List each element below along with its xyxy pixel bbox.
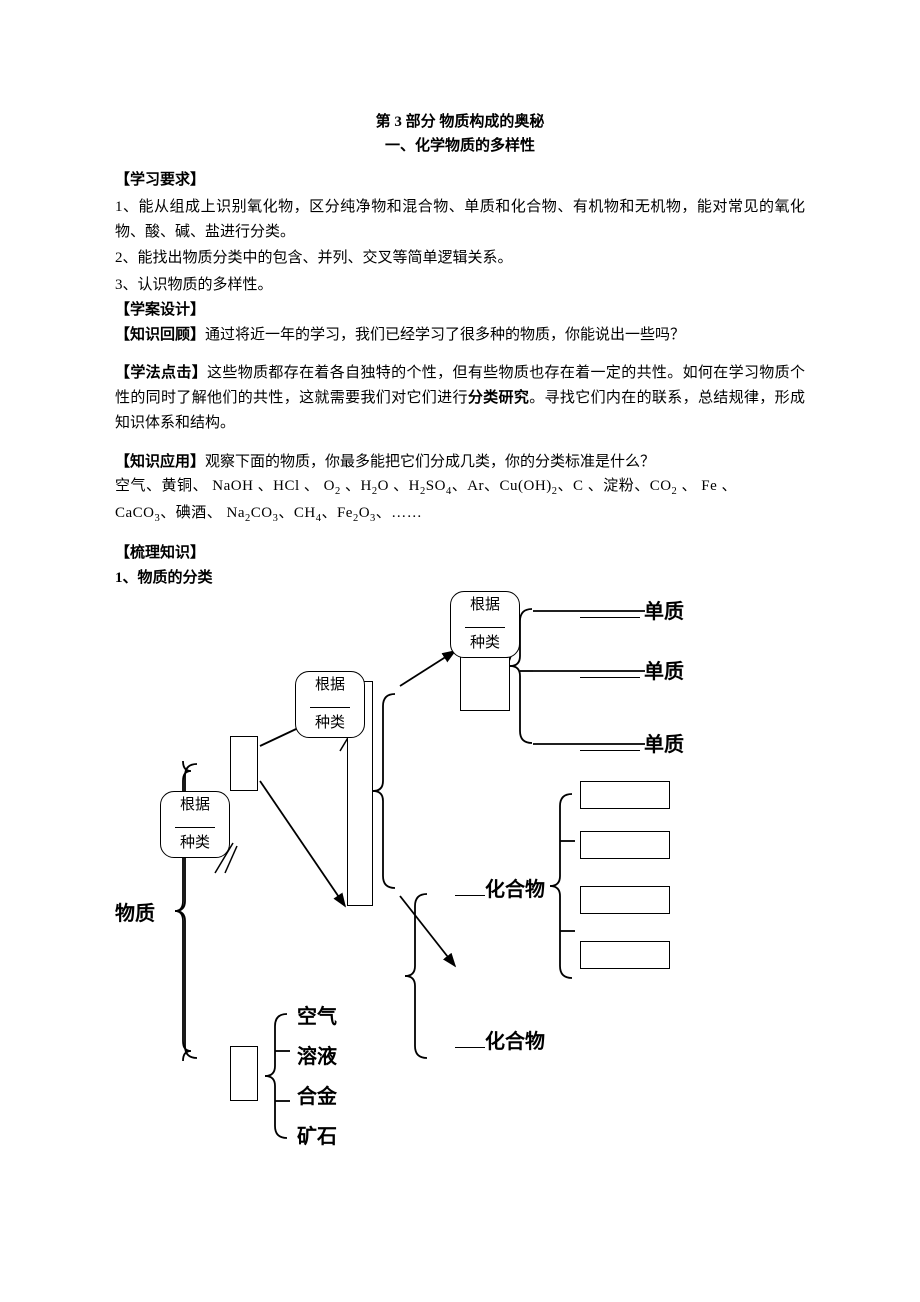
callout-1-zhonglei: 种类: [180, 835, 210, 851]
callout-1: 根据 种类: [160, 791, 230, 858]
apply-line: 【知识应用】观察下面的物质，你最多能把它们分成几类，你的分类标准是什么？: [115, 450, 805, 475]
compound-top-blank: 化合物: [455, 874, 545, 907]
compound-box-2: [580, 831, 670, 859]
review-label: 【知识回顾】: [115, 327, 205, 343]
design-label: 【学案设计】: [115, 298, 805, 323]
callout-2: 根据 种类: [295, 671, 365, 738]
review-line: 【知识回顾】通过将近一年的学习，我们已经学习了很多种的物质，你能说出一些吗？: [115, 323, 805, 348]
method-bold: 分类研究: [468, 390, 529, 406]
title-line-1: 第 3 部分 物质构成的奥秘: [115, 110, 805, 134]
compound-box-3: [580, 886, 670, 914]
callout-3-genju: 根据: [470, 597, 500, 613]
review-text: 通过将近一年的学习，我们已经学习了很多种的物质，你能说出一些吗？: [205, 327, 685, 343]
callout-3: 根据 种类: [450, 591, 520, 658]
danzi-3: 单质: [580, 729, 684, 762]
method-label: 【学法点击】: [115, 365, 207, 381]
study-req-1: 1、能从组成上识别氧化物，区分纯净物和混合物、单质和化合物、有机物和无机物，能对…: [115, 195, 805, 245]
danzi-1: 单质: [580, 596, 684, 629]
study-req-2: 2、能找出物质分类中的包含、并列、交叉等简单逻辑关系。: [115, 246, 805, 271]
mixture-2: 溶液: [297, 1041, 337, 1074]
compound-bottom-blank: 化合物: [455, 1026, 545, 1059]
rect-mixture: [230, 1046, 258, 1101]
callout-2-genju: 根据: [315, 677, 345, 693]
root-label: 物质: [115, 898, 155, 931]
classification-diagram: 物质 根据 种类 根据 种类 根据 种类 单质 单质 单质 化合物 化合物 空气…: [115, 596, 805, 1176]
study-requirements-label: 【学习要求】: [115, 168, 805, 193]
title-line-2: 一、化学物质的多样性: [115, 134, 805, 158]
mixture-3: 合金: [297, 1081, 337, 1114]
danzi-2: 单质: [580, 656, 684, 689]
mixture-1: 空气: [297, 1001, 337, 1034]
callout-2-zhonglei: 种类: [315, 715, 345, 731]
mixture-4: 矿石: [297, 1121, 337, 1154]
formula-line-2: CaCO3、碘酒、 Na2CO3、CH4、Fe2O3、……: [115, 501, 805, 527]
formula-line-1: 空气、黄铜、 NaOH 、HCl 、 O2 、H2O 、H2SO4、Ar、Cu(…: [115, 474, 805, 500]
compound-box-1: [580, 781, 670, 809]
callout-3-zhonglei: 种类: [470, 635, 500, 651]
title-block: 第 3 部分 物质构成的奥秘 一、化学物质的多样性: [115, 110, 805, 158]
study-req-3: 3、认识物质的多样性。: [115, 273, 805, 298]
compound-box-4: [580, 941, 670, 969]
method-block: 【学法点击】这些物质都存在着各自独特的个性，但有些物质也存在着一定的共性。如何在…: [115, 361, 805, 435]
apply-text: 观察下面的物质，你最多能把它们分成几类，你的分类标准是什么？: [205, 454, 655, 470]
tidy-sub: 1、物质的分类: [115, 566, 805, 591]
apply-label: 【知识应用】: [115, 454, 205, 470]
callout-1-genju: 根据: [180, 797, 210, 813]
rect-level1: [230, 736, 258, 791]
tidy-label: 【梳理知识】: [115, 541, 805, 566]
